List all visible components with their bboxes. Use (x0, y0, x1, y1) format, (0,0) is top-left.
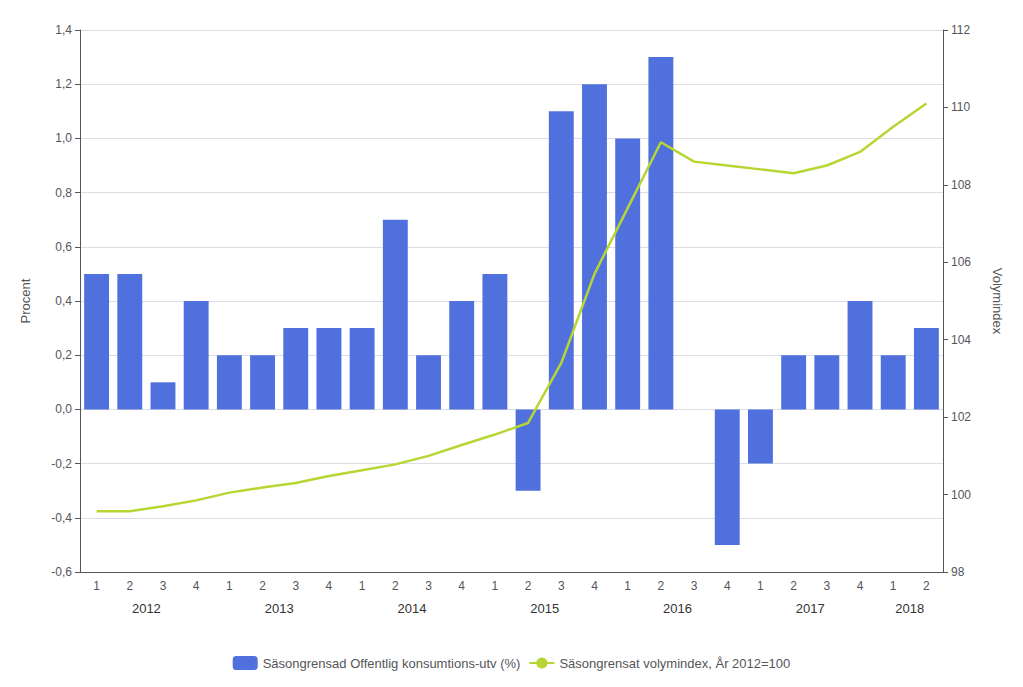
svg-text:112: 112 (951, 23, 970, 37)
svg-text:2: 2 (392, 579, 399, 593)
svg-text:4: 4 (326, 579, 333, 593)
svg-text:0,0: 0,0 (55, 402, 72, 416)
svg-text:2: 2 (923, 579, 930, 593)
svg-text:3: 3 (292, 579, 299, 593)
svg-text:4: 4 (724, 579, 731, 593)
svg-text:3: 3 (425, 579, 432, 593)
svg-text:1: 1 (359, 579, 366, 593)
svg-text:Säsongrensad Offentlig konsumt: Säsongrensad Offentlig konsumtions-utv (… (263, 656, 521, 671)
svg-text:3: 3 (823, 579, 830, 593)
svg-text:2: 2 (790, 579, 797, 593)
svg-text:Volymindex: Volymindex (990, 268, 1005, 335)
svg-text:0,4: 0,4 (55, 294, 72, 308)
svg-text:1,4: 1,4 (55, 23, 72, 37)
svg-text:4: 4 (193, 579, 200, 593)
svg-text:2017: 2017 (796, 601, 825, 616)
svg-text:2016: 2016 (663, 601, 692, 616)
svg-text:0,6: 0,6 (55, 240, 72, 254)
svg-text:1: 1 (890, 579, 897, 593)
svg-text:0,8: 0,8 (55, 186, 72, 200)
svg-text:-0,6: -0,6 (51, 565, 72, 579)
svg-text:2012: 2012 (132, 601, 161, 616)
svg-text:1,2: 1,2 (55, 77, 72, 91)
svg-text:104: 104 (951, 333, 971, 347)
svg-text:1: 1 (226, 579, 233, 593)
svg-text:2014: 2014 (397, 601, 426, 616)
svg-text:1: 1 (757, 579, 764, 593)
svg-text:4: 4 (857, 579, 864, 593)
svg-text:-0,4: -0,4 (51, 511, 72, 525)
svg-text:2: 2 (525, 579, 532, 593)
svg-text:4: 4 (591, 579, 598, 593)
svg-text:2013: 2013 (265, 601, 294, 616)
svg-text:1: 1 (492, 579, 499, 593)
svg-text:98: 98 (951, 565, 965, 579)
svg-text:1,0: 1,0 (55, 131, 72, 145)
svg-text:3: 3 (691, 579, 698, 593)
svg-text:0,2: 0,2 (55, 348, 72, 362)
svg-text:Procent: Procent (18, 278, 33, 323)
svg-text:4: 4 (458, 579, 465, 593)
svg-text:2: 2 (259, 579, 266, 593)
svg-text:2: 2 (126, 579, 133, 593)
svg-text:102: 102 (951, 410, 971, 424)
svg-text:2: 2 (658, 579, 665, 593)
svg-text:-0,2: -0,2 (51, 457, 72, 471)
svg-text:3: 3 (558, 579, 565, 593)
svg-text:2015: 2015 (530, 601, 559, 616)
svg-text:3: 3 (160, 579, 167, 593)
svg-text:108: 108 (951, 178, 971, 192)
svg-text:106: 106 (951, 255, 971, 269)
svg-text:1: 1 (624, 579, 631, 593)
svg-text:2018: 2018 (895, 601, 924, 616)
svg-text:100: 100 (951, 488, 971, 502)
svg-text:1: 1 (93, 579, 100, 593)
svg-text:Säsongrensat volymindex, År 20: Säsongrensat volymindex, År 2012=100 (559, 656, 790, 671)
svg-text:110: 110 (951, 100, 970, 114)
